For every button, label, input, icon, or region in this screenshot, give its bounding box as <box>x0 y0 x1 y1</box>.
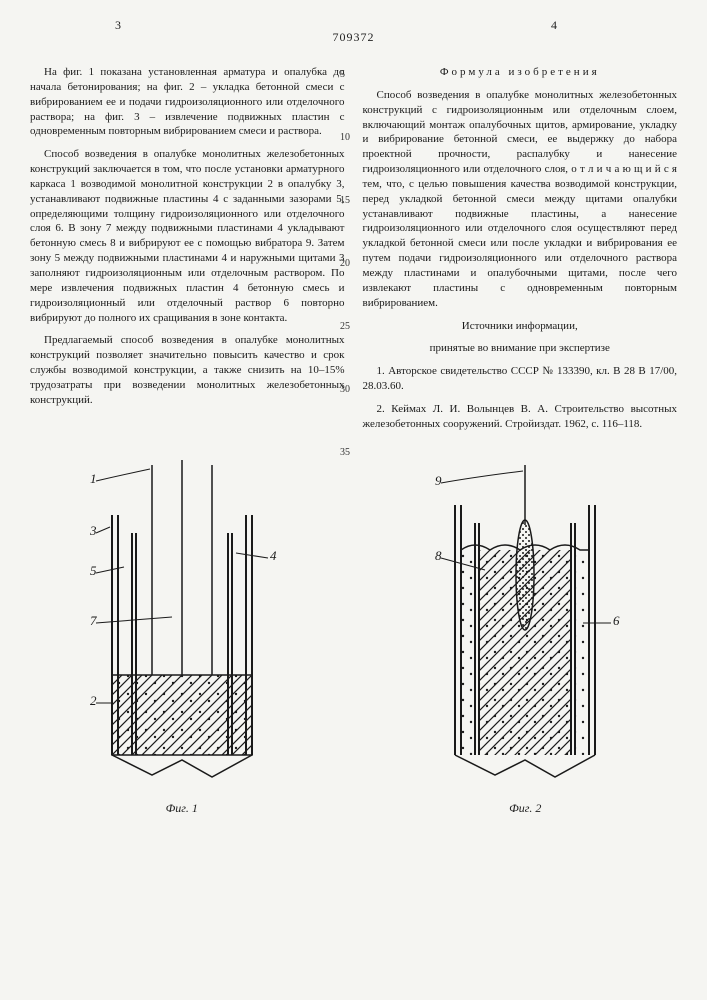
sources-title: Источники информации, <box>363 319 678 334</box>
figure-2-caption: Фиг. 2 <box>374 801 678 816</box>
paragraph: Способ возведения в опалубке монолитных … <box>30 147 345 325</box>
svg-text:2: 2 <box>90 693 97 708</box>
sources-subtitle: принятые во внимание при экспертизе <box>363 341 678 356</box>
figure-1-svg: 1 3 5 7 2 4 <box>52 455 312 795</box>
svg-text:5: 5 <box>90 563 97 578</box>
left-column: На фиг. 1 показана установленная арматур… <box>30 65 345 440</box>
svg-text:9: 9 <box>435 473 442 488</box>
document-number: 709372 <box>0 30 707 45</box>
svg-text:8: 8 <box>435 548 442 563</box>
line-number: 30 <box>340 385 350 395</box>
right-column: Формула изобретения Способ возведения в … <box>363 65 678 440</box>
line-number: 25 <box>340 322 350 332</box>
svg-text:7: 7 <box>90 613 97 628</box>
text-columns: На фиг. 1 показана установленная арматур… <box>30 65 677 440</box>
formula-title: Формула изобретения <box>363 65 678 80</box>
source-item: 2. Кеймах Л. И. Волынцев В. А. Строитель… <box>363 402 678 432</box>
svg-text:4: 4 <box>270 548 277 563</box>
figure-1-caption: Фиг. 1 <box>30 801 334 816</box>
line-numbers: 5 10 15 20 25 30 35 <box>340 70 350 511</box>
svg-text:3: 3 <box>89 523 97 538</box>
source-item: 1. Авторское свидетельство СССР № 133390… <box>363 364 678 394</box>
paragraph: На фиг. 1 показана установленная арматур… <box>30 65 345 139</box>
line-number: 20 <box>340 259 350 269</box>
line-number: 15 <box>340 196 350 206</box>
line-number: 10 <box>340 133 350 143</box>
paragraph: Способ возведения в опалубке монолитных … <box>363 88 678 311</box>
paragraph: Предлагаемый способ возведения в опалубк… <box>30 333 345 407</box>
svg-text:6: 6 <box>613 613 620 628</box>
line-number: 35 <box>340 448 350 458</box>
figure-2: 9 8 6 Фиг. 2 <box>374 455 678 816</box>
figure-2-svg: 9 8 6 <box>395 455 655 795</box>
line-number: 5 <box>340 70 350 80</box>
figures-row: 1 3 5 7 2 4 Фиг. 1 <box>30 455 677 816</box>
figure-1: 1 3 5 7 2 4 Фиг. 1 <box>30 455 334 816</box>
svg-text:1: 1 <box>90 471 97 486</box>
